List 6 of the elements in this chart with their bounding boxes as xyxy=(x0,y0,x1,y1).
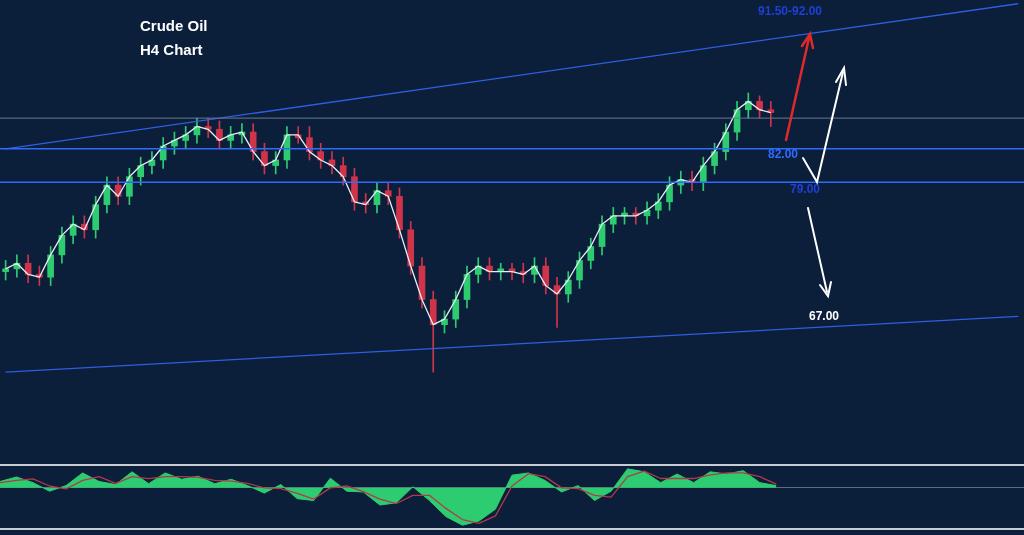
text: 91.50-92.00 xyxy=(757,4,823,19)
annotation: 82.00 xyxy=(767,147,799,162)
chart-subtitle: H4 Chart xyxy=(140,41,203,58)
chart-title: Crude Oil xyxy=(140,17,208,34)
annotation: 79.00 xyxy=(789,182,821,197)
annotation: 67.00 xyxy=(808,309,840,324)
